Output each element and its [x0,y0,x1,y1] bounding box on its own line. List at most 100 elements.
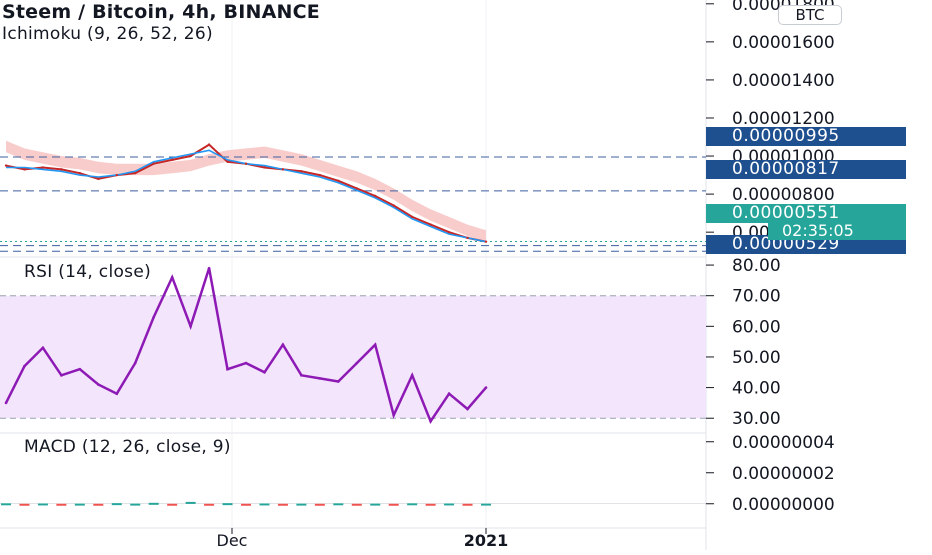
rsi-point [466,407,469,411]
price-point [263,166,266,169]
price-point [152,162,155,165]
rsi-point [97,383,100,386]
rsi-point [355,361,359,365]
price-tick-label: 0.00001400 [732,71,835,91]
macd-histogram-bar [19,503,30,506]
price-tag-lower-line[interactable]: 0.00000817 [706,160,906,179]
rsi-tick-label: 30.00 [732,409,781,429]
macd-histogram-bar [351,503,362,506]
macd-histogram-bar [37,503,48,506]
price-point [300,170,303,173]
macd-histogram-bar [277,503,288,506]
price-point [484,240,488,243]
rsi-point [23,364,26,368]
rsi-point [429,419,432,423]
macd-histogram-bar [370,503,381,506]
rsi-point [170,276,174,279]
ichimoku-cloud [6,140,486,242]
price-point [447,230,451,234]
macd-histogram-bar [333,503,344,506]
price-point [318,173,322,177]
price-point [134,171,137,175]
macd-histogram-bar [222,503,233,506]
macd-histogram-bar [388,503,399,506]
rsi-point [337,380,340,383]
price-point [189,154,192,158]
price-point [226,160,229,163]
bar-countdown: 02:35:05 [768,221,906,240]
rsi-point [263,370,266,374]
price-point [23,168,26,171]
rsi-point [207,266,211,270]
price-point [170,158,174,162]
macd-histogram-bar [425,503,436,506]
rsi-point [60,374,63,377]
rsi-tick-label: 40.00 [732,379,781,399]
price-point [207,143,211,146]
macd-tick-label: 0.00000000 [732,495,835,515]
price-point [78,171,82,175]
price-point [4,164,8,167]
macd-histogram-bar [167,503,178,506]
macd-histogram-bar [296,503,307,506]
rsi-point [115,392,119,396]
price-point [281,168,285,171]
macd-histogram-bar [56,503,67,506]
price-point [244,162,248,165]
rsi-point [392,413,395,417]
macd-tick-label: 0.00000004 [732,433,835,453]
macd-histogram-bar [93,503,104,506]
macd-histogram-bar [481,503,491,506]
rsi-tick-label: 70.00 [732,287,781,307]
macd-histogram-bar [130,503,141,506]
price-point [337,179,340,182]
price-point [429,223,432,226]
rsi-point [300,374,303,377]
price-tick-label: 0.00000800 [732,185,835,205]
rsi-point [484,386,488,389]
price-point [97,177,100,181]
price-tag-upper-line[interactable]: 0.00000995 [706,127,906,146]
price-point [374,194,377,198]
macd-histogram-bar [314,503,325,506]
macd-histogram-bar [74,503,85,506]
rsi-point [318,377,322,380]
rsi-point [152,315,155,319]
macd-histogram-bar [407,503,418,506]
rsi-point [447,392,451,396]
macd-histogram-bar [462,503,473,506]
rsi-tick-label: 50.00 [732,348,781,368]
rsi-point [41,346,45,350]
time-tick-label: Dec [217,531,248,550]
rsi-point [4,401,8,405]
rsi-tick-label: 80.00 [732,256,781,276]
currency-badge[interactable]: BTC [778,5,842,25]
macd-histogram-bar [185,501,196,504]
macd-histogram-bar [259,503,270,506]
rsi-point [281,343,285,347]
macd-histogram-bar [204,503,215,506]
rsi-point [133,361,137,365]
rsi-point [78,367,82,371]
rsi-point [410,374,414,377]
price-tag-last-price: 0.00000551 [706,204,906,223]
macd-histogram-bar [111,503,122,506]
rsi-point [373,343,377,347]
price-tick-label: 0.00001600 [732,33,835,53]
rsi-point [226,367,229,371]
price-point [392,204,395,207]
price-point [466,236,469,240]
price-point [41,166,45,169]
macd-histogram-bar [241,503,251,506]
price-point [115,173,118,177]
price-point [410,215,414,219]
rsi-band [0,295,706,419]
price-point [60,168,63,171]
macd-histogram-bar [444,503,455,506]
macd-histogram-bar [148,502,159,505]
price-point [355,187,358,190]
macd-histogram-bar [1,503,11,506]
price-tick-label: 0.00001200 [732,109,835,129]
